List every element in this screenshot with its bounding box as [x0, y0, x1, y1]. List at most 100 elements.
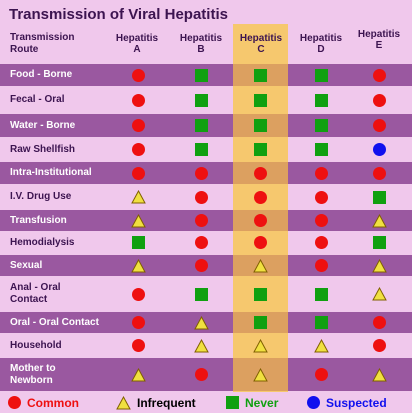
- page-title: Transmission of Viral Hepatitis: [9, 6, 228, 23]
- row-label: Household: [10, 339, 62, 351]
- legend: Common Infrequent Never Suspected: [0, 392, 412, 413]
- cell-hepatitis-b: [176, 358, 226, 391]
- yellow-triangle-icon: [371, 287, 387, 301]
- red-circle-icon: [194, 259, 208, 272]
- cell-hepatitis-b: [176, 64, 226, 86]
- row-label: Water - Borne: [10, 119, 76, 131]
- cell-hepatitis-b: [176, 186, 226, 208]
- yellow-triangle-icon: [371, 367, 387, 381]
- red-circle-icon: [372, 166, 386, 180]
- cell-hepatitis-d: [296, 114, 346, 137]
- cell-hepatitis-b: [176, 139, 226, 160]
- table-row: Intra-Institutional: [0, 162, 412, 184]
- yellow-triangle-icon: [193, 315, 209, 329]
- legend-infrequent: Infrequent: [116, 392, 196, 413]
- green-square-icon: [253, 68, 267, 82]
- red-circle-icon: [372, 316, 386, 329]
- red-circle-icon: [194, 214, 208, 227]
- row-label: Intra-Institutional: [10, 167, 92, 178]
- cell-hepatitis-e: [354, 232, 404, 253]
- cell-hepatitis-b: [176, 312, 226, 333]
- yellow-triangle-icon: [371, 258, 387, 272]
- column-header-hepatitis-a: Hepatitis A: [115, 33, 159, 55]
- cell-hepatitis-e: [354, 358, 404, 391]
- cell-hepatitis-a: [113, 335, 163, 356]
- red-circle-icon: [253, 236, 267, 249]
- red-circle-icon: [314, 190, 328, 204]
- green-square-icon: [314, 93, 328, 107]
- table-row: Household: [0, 335, 412, 356]
- green-square-icon: [194, 119, 208, 132]
- yellow-triangle-icon: [371, 213, 387, 227]
- red-circle-icon: [131, 166, 145, 180]
- red-circle-icon: [372, 339, 386, 352]
- row-label: Raw Shellfish: [10, 143, 76, 155]
- cell-hepatitis-a: [113, 358, 163, 391]
- table-row: Transfusion: [0, 210, 412, 231]
- red-circle-icon: [314, 368, 328, 381]
- cell-hepatitis-e: [354, 162, 404, 184]
- red-circle-icon: [131, 339, 145, 352]
- table-row: Food - Borne: [0, 64, 412, 86]
- cell-hepatitis-e: [354, 139, 404, 160]
- cell-hepatitis-e: [354, 278, 404, 310]
- cell-hepatitis-a: [113, 312, 163, 333]
- red-circle-icon: [194, 236, 208, 249]
- green-square-icon: [131, 236, 145, 249]
- cell-hepatitis-b: [176, 114, 226, 137]
- table-row: Sexual: [0, 255, 412, 276]
- cell-hepatitis-c: [235, 278, 285, 310]
- column-header-hepatitis-b: Hepatitis B: [179, 33, 223, 55]
- cell-hepatitis-b: [176, 162, 226, 184]
- red-circle-icon: [314, 236, 328, 249]
- red-circle-icon: [131, 93, 145, 107]
- cell-hepatitis-e: [354, 312, 404, 333]
- green-square-icon: [253, 316, 267, 329]
- yellow-triangle-icon: [252, 367, 268, 381]
- table-row: Water - Borne: [0, 114, 412, 137]
- green-square-icon: [314, 119, 328, 132]
- cell-hepatitis-c: [235, 64, 285, 86]
- cell-hepatitis-c: [235, 255, 285, 276]
- yellow-triangle-icon: [252, 338, 268, 352]
- red-circle-icon: [253, 190, 267, 204]
- red-circle-icon: [194, 368, 208, 381]
- cell-hepatitis-d: [296, 255, 346, 276]
- cell-hepatitis-c: [235, 312, 285, 333]
- row-label: I.V. Drug Use: [10, 191, 72, 202]
- yellow-triangle-icon: [130, 367, 146, 381]
- table-row: I.V. Drug Use: [0, 186, 412, 208]
- cell-hepatitis-a: [113, 232, 163, 253]
- cell-hepatitis-d: [296, 335, 346, 356]
- legend-suspected-label: Suspected: [326, 395, 387, 410]
- green-square-icon: [253, 93, 267, 107]
- cell-hepatitis-e: [354, 255, 404, 276]
- cell-hepatitis-d: [296, 162, 346, 184]
- cell-hepatitis-e: [354, 64, 404, 86]
- table-row: Hemodialysis: [0, 232, 412, 253]
- cell-hepatitis-c: [235, 162, 285, 184]
- green-square-icon: [314, 287, 328, 301]
- red-circle-icon: [131, 143, 145, 156]
- table-row: Mother to Newborn: [0, 358, 412, 391]
- red-circle-icon: [372, 119, 386, 132]
- cell-hepatitis-d: [296, 358, 346, 391]
- green-square-icon: [372, 190, 386, 204]
- green-square-icon: [194, 93, 208, 107]
- row-label: Anal - Oral Contact: [10, 282, 61, 305]
- yellow-triangle-icon: [116, 395, 131, 409]
- yellow-triangle-icon: [130, 258, 146, 272]
- green-square-icon: [253, 287, 267, 301]
- cell-hepatitis-a: [113, 88, 163, 112]
- green-square-icon: [194, 68, 208, 82]
- cell-hepatitis-b: [176, 88, 226, 112]
- green-square-icon: [226, 396, 239, 409]
- cell-hepatitis-d: [296, 64, 346, 86]
- cell-hepatitis-b: [176, 255, 226, 276]
- green-square-icon: [372, 236, 386, 249]
- cell-hepatitis-a: [113, 186, 163, 208]
- green-square-icon: [194, 143, 208, 156]
- red-circle-icon: [372, 68, 386, 82]
- yellow-triangle-icon: [130, 213, 146, 227]
- cell-hepatitis-c: [235, 186, 285, 208]
